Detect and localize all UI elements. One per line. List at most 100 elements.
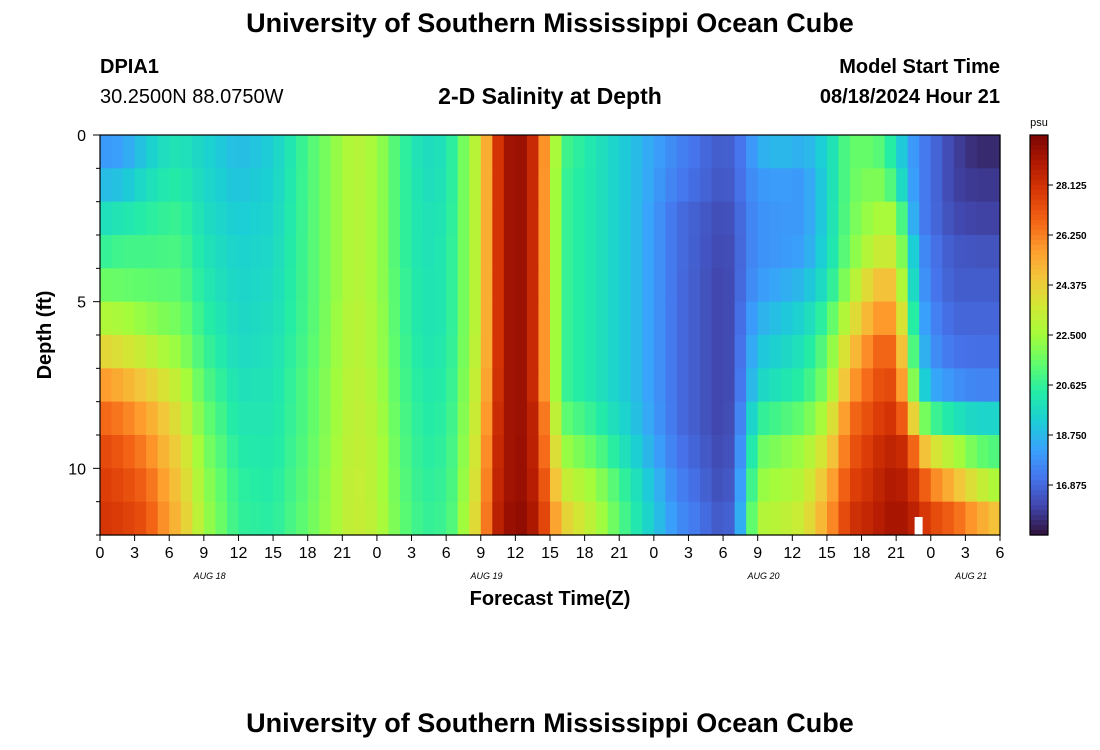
heatmap-cell (446, 301, 459, 336)
heatmap-cell (850, 235, 863, 269)
heatmap-cell (665, 201, 678, 236)
heatmap-cell (734, 301, 747, 336)
colorbar-swatch (1030, 435, 1048, 441)
heatmap-cell (942, 168, 955, 203)
heatmap-cell (123, 135, 136, 169)
heatmap-cell (942, 401, 955, 436)
heatmap-cell (688, 435, 701, 469)
heatmap-cell (261, 468, 274, 503)
heatmap-cell (930, 435, 943, 469)
heatmap-cell (330, 268, 343, 303)
heatmap-cell (780, 468, 793, 503)
heatmap-cell (803, 135, 816, 169)
heatmap-cell (157, 401, 170, 436)
heatmap-cell (353, 435, 366, 469)
heatmap-cell (873, 268, 886, 303)
heatmap-cell (596, 135, 609, 169)
heatmap-cell (746, 468, 759, 503)
heatmap-cell (838, 168, 851, 203)
heatmap-cell (238, 168, 251, 203)
heatmap-cell (273, 501, 286, 536)
heatmap-cell (180, 368, 193, 403)
heatmap-cell (250, 301, 263, 336)
heatmap-cell (619, 201, 632, 236)
heatmap-cell (700, 435, 713, 469)
heatmap-cell (919, 201, 932, 236)
heatmap-cell (273, 168, 286, 203)
heatmap-cell (100, 135, 113, 169)
heatmap-cell (469, 301, 482, 336)
heatmap-cell (111, 335, 124, 369)
heatmap-cell (215, 168, 228, 203)
heatmap-cell (192, 501, 205, 536)
heatmap-cell (665, 401, 678, 436)
heatmap-cell (226, 468, 240, 503)
x-tick-label: 12 (506, 545, 524, 562)
colorbar-swatch (1030, 500, 1048, 506)
heatmap-cell (215, 301, 228, 336)
station-coordinates: 30.2500N 88.0750W (100, 86, 284, 108)
heatmap-cell (515, 401, 528, 436)
heatmap-cell (134, 468, 147, 503)
heatmap-cell (538, 435, 551, 469)
heatmap-cell (457, 168, 470, 203)
colorbar-swatch (1030, 330, 1048, 336)
y-tick-label: 0 (77, 128, 86, 145)
heatmap-cell (676, 301, 690, 336)
heatmap-cell (261, 368, 274, 403)
heatmap-cell (157, 501, 170, 536)
heatmap-cell (965, 468, 978, 503)
heatmap-cell (942, 201, 955, 236)
heatmap-cell (400, 268, 413, 303)
heatmap-cell (250, 468, 263, 503)
heatmap-cell (676, 235, 690, 269)
heatmap-cell (423, 168, 436, 203)
heatmap-cell (123, 268, 136, 303)
heatmap-cell (596, 335, 609, 369)
heatmap-cell (584, 268, 597, 303)
heatmap-cell (365, 435, 378, 469)
heatmap-cell (526, 468, 540, 503)
heatmap-cell (215, 201, 228, 236)
heatmap-cell (134, 368, 147, 403)
heatmap-cell (919, 168, 932, 203)
heatmap-cell (157, 435, 170, 469)
heatmap-cell (353, 135, 366, 169)
colorbar-swatch (1030, 350, 1048, 356)
heatmap-cell (573, 335, 586, 369)
heatmap-cell (376, 168, 390, 203)
colorbar-swatch (1030, 360, 1048, 366)
heatmap-cell (642, 435, 655, 469)
heatmap-cell (134, 501, 147, 536)
heatmap-cell (861, 435, 874, 469)
x-tick-label: 6 (719, 545, 728, 562)
heatmap-cell (365, 335, 378, 369)
heatmap-cell (965, 268, 978, 303)
heatmap-cell (676, 501, 690, 536)
heatmap-cell (538, 135, 551, 169)
heatmap-cell (503, 468, 516, 503)
heatmap-cell (226, 168, 240, 203)
heatmap-cell (192, 268, 205, 303)
y-axis-label: Depth (ft) (34, 291, 56, 380)
heatmap-cell (215, 268, 228, 303)
heatmap-cell (215, 235, 228, 269)
heatmap-cell (423, 301, 436, 336)
heatmap-cell (734, 501, 747, 536)
colorbar-swatch (1030, 370, 1048, 376)
heatmap-cell (192, 235, 205, 269)
heatmap-cell (826, 468, 840, 503)
heatmap-cell (146, 501, 159, 536)
heatmap-cell (192, 468, 205, 503)
colorbar-swatch (1030, 385, 1048, 391)
colorbar-swatch (1030, 395, 1048, 401)
colorbar-swatch (1030, 285, 1048, 291)
heatmap-cell (503, 268, 516, 303)
heatmap-cell (850, 201, 863, 236)
heatmap-cell (400, 301, 413, 336)
heatmap-cell (111, 168, 124, 203)
heatmap-cell (757, 301, 770, 336)
colorbar-swatch (1030, 280, 1048, 286)
heatmap-cell (803, 268, 816, 303)
heatmap-cell (596, 201, 609, 236)
